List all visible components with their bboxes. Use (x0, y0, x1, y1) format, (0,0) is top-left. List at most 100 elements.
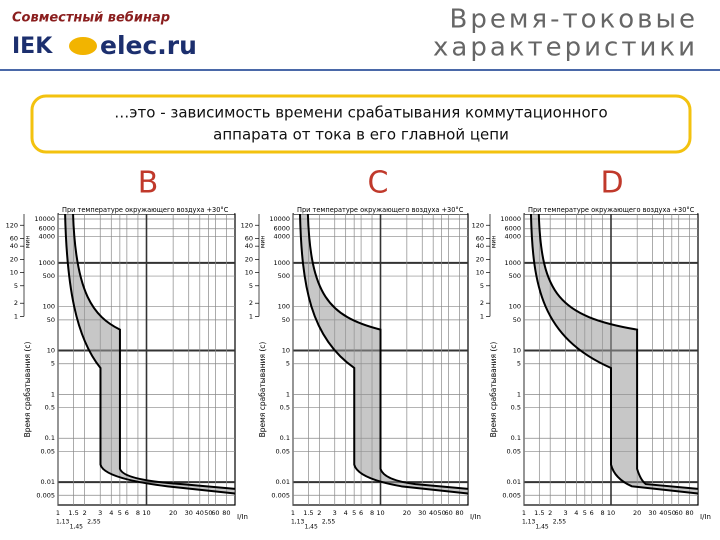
note-bg (525, 206, 697, 214)
minute-tick-label: 10 (10, 269, 18, 277)
x-tick-label: 10 (142, 509, 150, 517)
x-tick-label: 6 (125, 509, 129, 517)
y-tick-label: 0.5 (511, 404, 521, 412)
x-unit: I/In (237, 513, 248, 521)
y-tick-label: 1000 (38, 259, 55, 267)
x-tick-label: 3 (333, 509, 337, 517)
note-bg (294, 206, 467, 214)
minute-tick-label: 2 (480, 299, 484, 307)
y-tick-label: 1000 (273, 259, 290, 267)
minute-tick-label: 1 (249, 312, 253, 320)
plot-note: При температуре окружающего воздуха +30°… (62, 206, 229, 214)
y-tick-label: 0.005 (36, 491, 55, 499)
minute-tick-label: 120 (241, 221, 253, 229)
minute-tick-label: 60 (245, 234, 253, 242)
x-tick-label: 10 (376, 509, 384, 517)
trip-curve (529, 213, 699, 495)
minute-unit: мин (491, 236, 498, 248)
minute-unit: мин (260, 236, 267, 248)
y-tick-label: 50 (282, 316, 290, 324)
y-axis-label: Время срабатывания (с) (23, 342, 32, 438)
webinar-label: Совместный вебинар (12, 11, 170, 26)
x-tick-label: 1.5 (534, 509, 544, 517)
y-tick-label: 500 (43, 272, 55, 280)
minute-tick-label: 2 (249, 299, 253, 307)
y-tick-label: 0.005 (271, 491, 290, 499)
x-sub-tick-label: 2,55 (322, 519, 336, 526)
y-tick-label: 0.5 (45, 404, 55, 412)
y-tick-label: 0.01 (276, 478, 290, 486)
y-tick-label: 1 (286, 390, 290, 398)
minute-tick-label: 10 (245, 269, 253, 277)
minute-tick-label: 120 (472, 221, 484, 229)
logo-icon (69, 37, 97, 55)
x-sub-tick-label: 1,13 (56, 519, 70, 526)
definition-text: …это - зависимость времени срабатывания … (114, 104, 607, 122)
x-tick-label: 50 (668, 509, 676, 517)
slide-title: характеристики (433, 33, 698, 63)
y-tick-label: 500 (278, 272, 290, 280)
x-tick-label: 8 (370, 509, 374, 517)
x-sub-tick-label: 2,55 (87, 519, 101, 526)
y-tick-label: 4000 (504, 232, 521, 240)
x-tick-label: 20 (403, 509, 411, 517)
plot-note: При температуре окружающего воздуха +30°… (528, 206, 695, 214)
x-sub-tick-label: 1,13 (522, 519, 536, 526)
x-tick-label: 30 (418, 509, 426, 517)
x-tick-label: 60 (211, 509, 219, 517)
y-axis-label: Время срабатывания (с) (258, 342, 267, 438)
y-tick-label: 0.1 (511, 434, 521, 442)
y-tick-label: 6000 (38, 225, 55, 233)
x-tick-label: 30 (185, 509, 193, 517)
y-tick-label: 10000 (34, 215, 55, 223)
y-tick-label: 0.1 (280, 434, 290, 442)
minute-unit: мин (25, 236, 32, 248)
x-tick-label: 80 (685, 509, 693, 517)
y-tick-label: 0.1 (45, 434, 55, 442)
y-tick-label: 4000 (38, 232, 55, 240)
logo-iek: IEK (12, 34, 53, 59)
x-tick-label: 80 (222, 509, 230, 517)
y-tick-label: 100 (43, 303, 55, 311)
x-tick-label: 60 (675, 509, 683, 517)
definition-box (30, 94, 692, 154)
minute-tick-label: 20 (476, 255, 484, 263)
x-tick-label: 2 (548, 509, 552, 517)
y-tick-label: 100 (278, 303, 290, 311)
x-tick-label: 2 (83, 509, 87, 517)
minute-tick-label: 1 (480, 312, 484, 320)
x-tick-label: 4 (344, 509, 348, 517)
y-tick-label: 6000 (273, 225, 290, 233)
minute-tick-label: 5 (14, 282, 18, 290)
x-tick-label: 3 (98, 509, 102, 517)
x-tick-label: 1 (522, 509, 526, 517)
minute-tick-label: 40 (245, 242, 253, 250)
y-tick-label: 10000 (269, 215, 290, 223)
panel-letter: C (368, 166, 389, 201)
y-tick-label: 50 (47, 316, 55, 324)
trip-curve (299, 213, 469, 495)
x-tick-label: 80 (455, 509, 463, 517)
y-tick-label: 0.05 (41, 447, 55, 455)
minute-tick-label: 20 (245, 255, 253, 263)
minute-tick-label: 1 (14, 312, 18, 320)
x-tick-label: 4 (109, 509, 113, 517)
y-tick-label: 0.05 (276, 447, 290, 455)
trip-curve (72, 213, 236, 490)
x-tick-label: 2 (317, 509, 321, 517)
x-tick-label: 8 (136, 509, 140, 517)
x-sub-tick-label: 1,45 (304, 524, 318, 531)
x-tick-label: 5 (583, 509, 587, 517)
minute-tick-label: 20 (10, 255, 18, 263)
x-tick-label: 60 (444, 509, 452, 517)
trip-band (65, 214, 235, 494)
panel-letter: B (138, 166, 159, 201)
y-tick-label: 0.01 (41, 478, 55, 486)
x-unit: I/In (700, 513, 711, 521)
minute-tick-label: 60 (476, 234, 484, 242)
x-tick-label: 30 (648, 509, 656, 517)
x-tick-label: 1 (56, 509, 60, 517)
x-sub-tick-label: 1,45 (535, 524, 549, 531)
x-sub-tick-label: 1,13 (291, 519, 305, 526)
y-axis-label: Время срабатывания (с) (489, 342, 498, 438)
